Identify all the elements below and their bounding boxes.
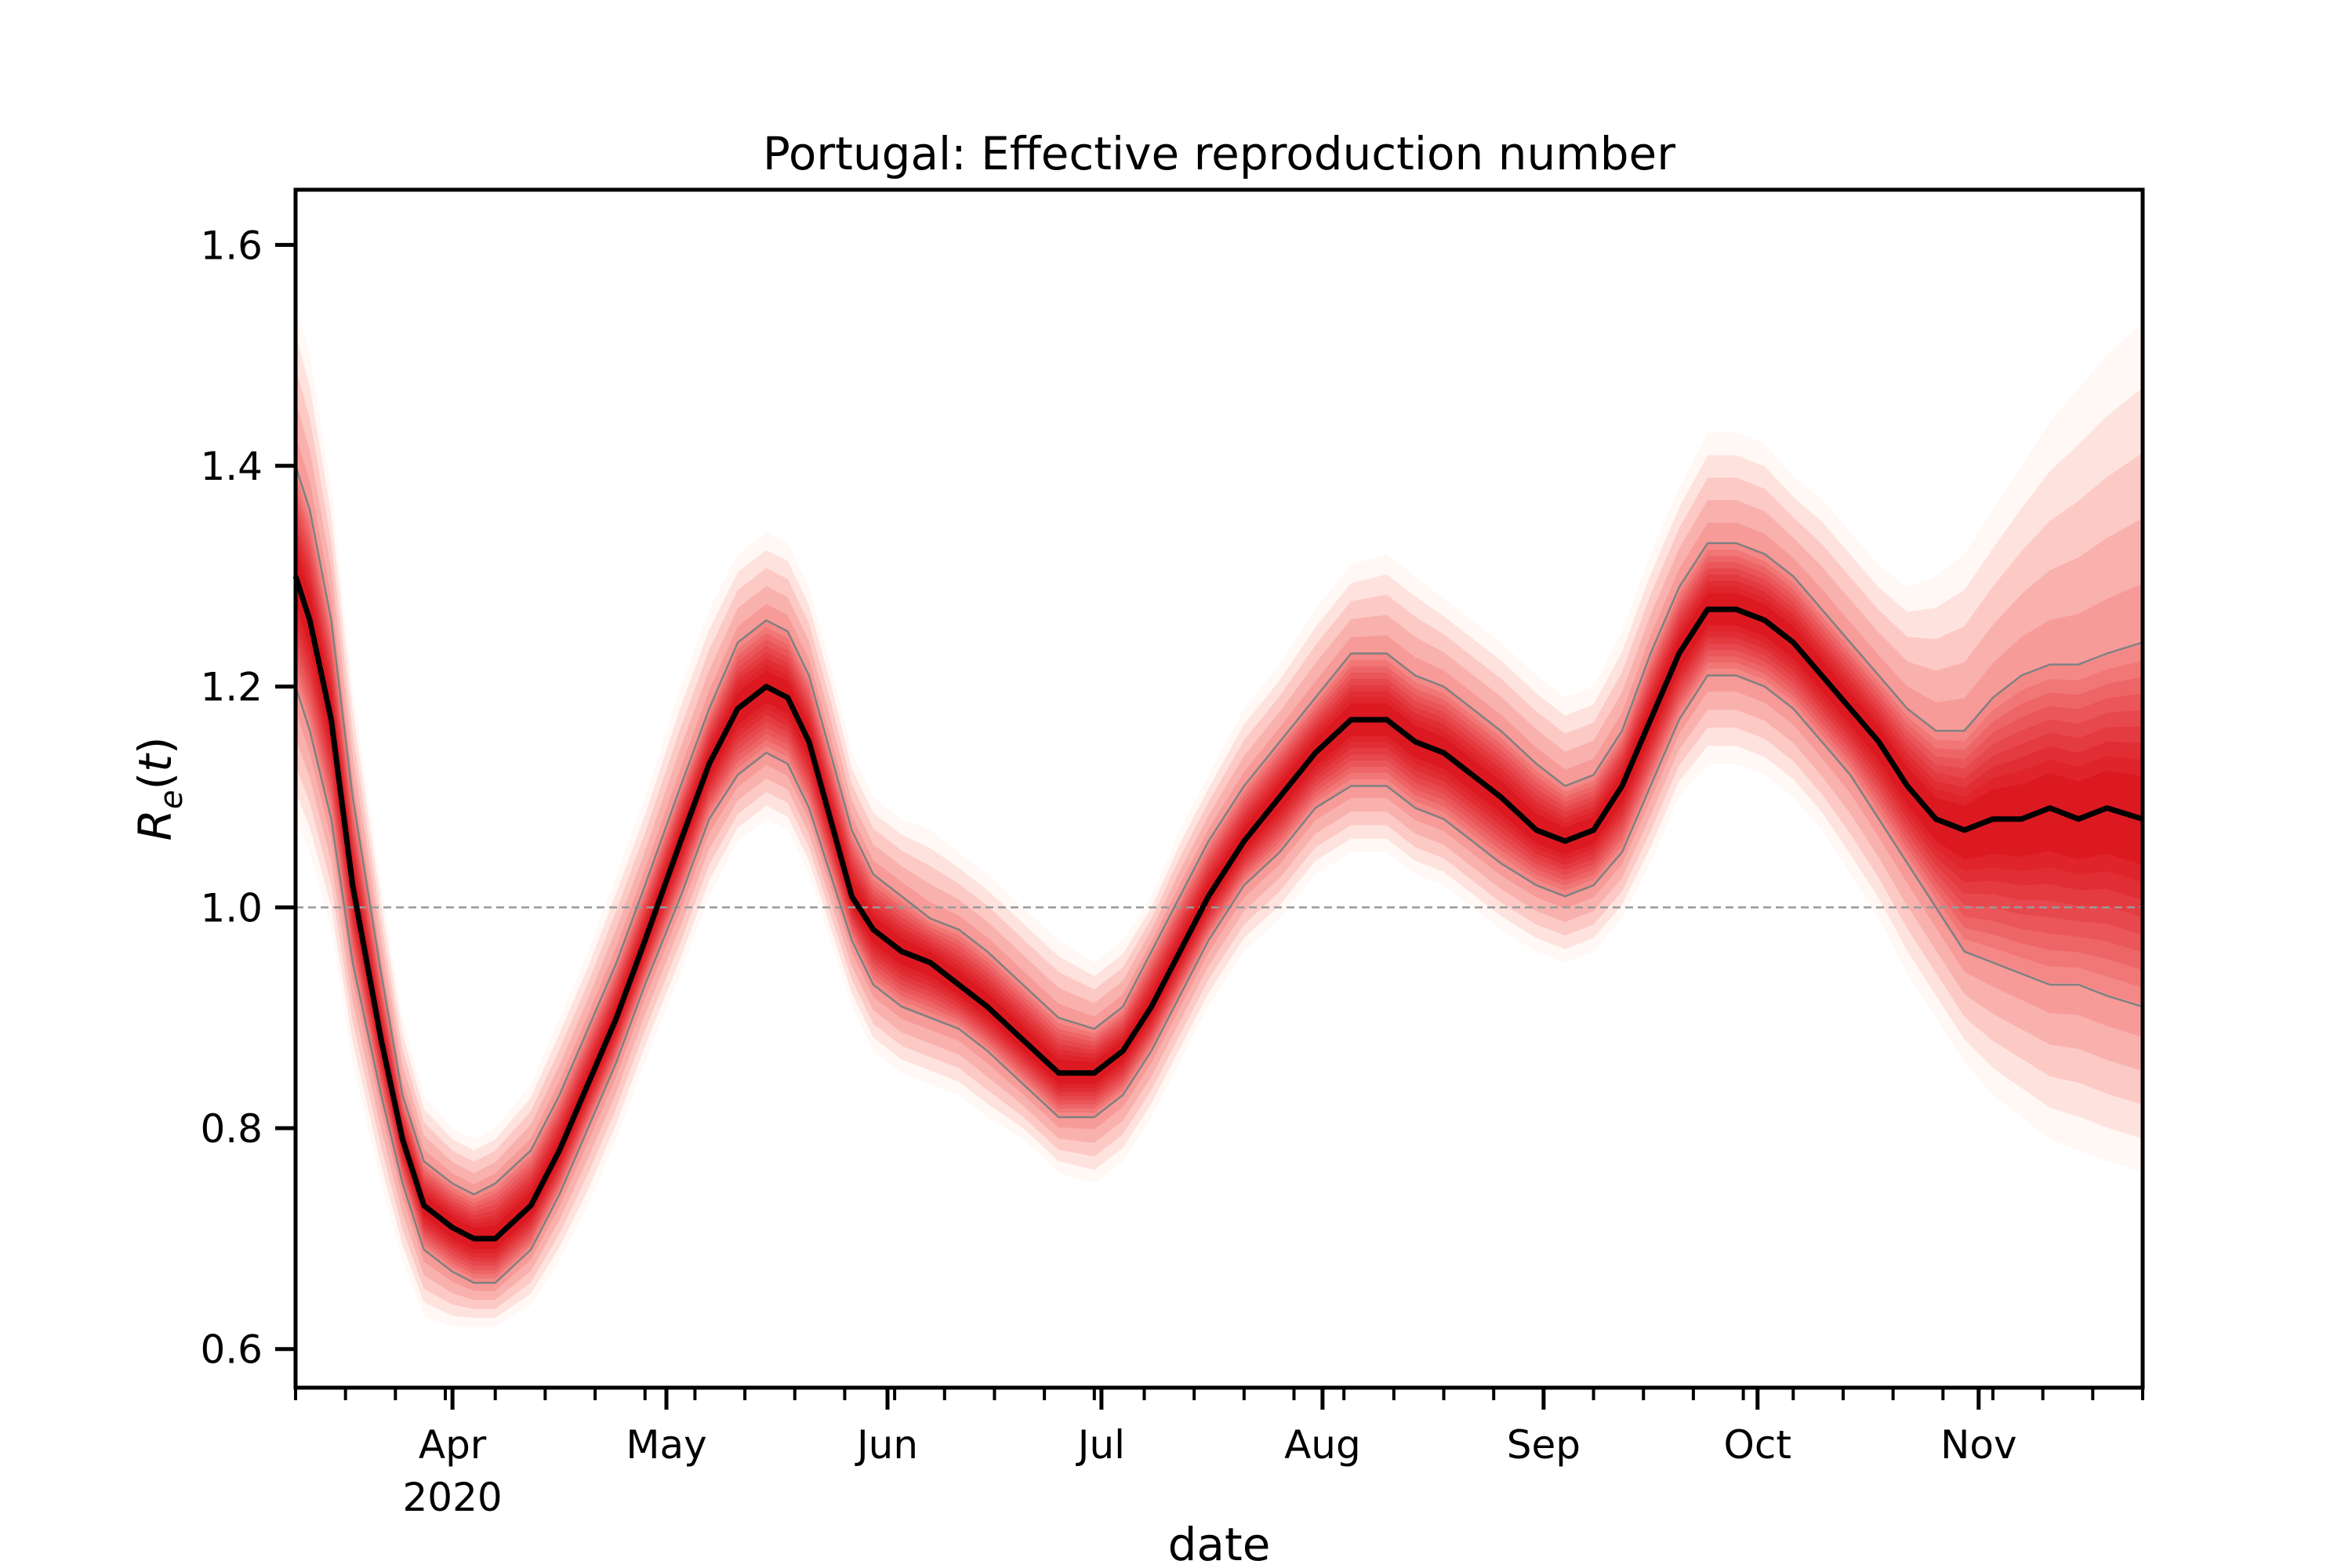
y-axis-label-subscript: e <box>154 790 190 810</box>
y-axis-label-argument: t <box>129 753 182 772</box>
band-level-1 <box>296 299 2143 1327</box>
y-axis: 0.6 0.8 1.0 1.2 1.4 1.6 <box>200 223 296 1373</box>
y-tick-label: 0.8 <box>200 1106 263 1152</box>
x-axis-label: date <box>1168 1518 1271 1568</box>
x-tick-label: Sep <box>1507 1422 1581 1468</box>
lower-bound-line <box>294 674 2143 1284</box>
x-tick-label: Nov <box>1940 1422 2017 1468</box>
x-tick-label: May <box>626 1422 706 1468</box>
plot-area <box>292 299 2144 1327</box>
y-axis-label-base: R <box>129 809 182 840</box>
upper-bound-line <box>294 465 2143 1196</box>
x-axis: Apr 2020 May Jun Jul Aug Sep Oct Nov <box>294 1388 2144 1520</box>
x-tick-label: Jun <box>855 1422 918 1468</box>
x-tick-label: Apr <box>419 1422 487 1468</box>
x-tick-label: Jul <box>1076 1422 1125 1468</box>
y-tick-label: 1.2 <box>200 665 263 710</box>
plot-frame <box>293 187 2145 1390</box>
x-tick-label: Aug <box>1284 1422 1361 1468</box>
y-tick-label: 0.6 <box>200 1327 263 1373</box>
y-axis-label-paren-open: ( <box>129 772 182 790</box>
uncertainty-bands <box>296 299 2143 1327</box>
chart-title: Portugal: Effective reproduction number <box>763 127 1675 180</box>
y-tick-label: 1.0 <box>200 885 263 931</box>
y-axis-label: Re(t) <box>129 737 190 841</box>
x-tick-label: Oct <box>1724 1422 1791 1468</box>
y-tick-label: 1.6 <box>200 223 263 268</box>
y-tick-label: 1.4 <box>200 444 263 489</box>
y-axis-label-paren-close: ) <box>129 737 182 755</box>
median-line <box>292 575 2144 1242</box>
x-tick-sublabel: 2020 <box>402 1475 502 1520</box>
